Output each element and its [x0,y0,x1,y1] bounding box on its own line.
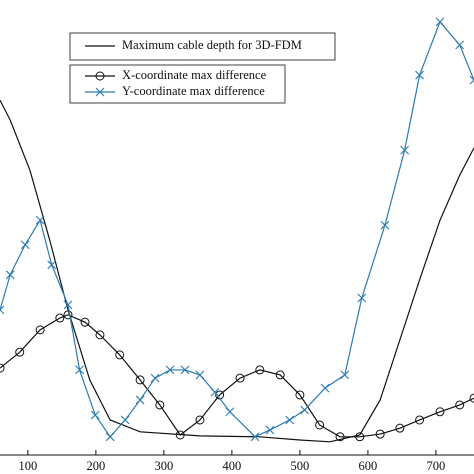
marker [469,393,474,403]
marker [235,373,245,383]
legend-label: X-coordinate max difference [122,68,267,82]
marker [415,415,425,425]
x-tick-label: 100 [19,459,38,473]
x-tick-label: 300 [155,459,174,473]
marker [295,390,305,400]
marker [375,429,385,439]
marker [400,145,410,155]
marker [75,365,84,375]
marker [315,420,325,430]
marker [0,305,5,315]
marker [380,220,390,230]
marker [95,71,105,81]
marker [155,400,165,410]
marker [455,400,465,410]
marker [210,387,220,397]
legend-label: Y-coordinate max difference [122,84,265,98]
x-tick-label: 500 [291,459,310,473]
line [0,20,474,438]
marker [285,415,295,425]
marker [225,407,235,417]
marker [320,383,330,393]
marker [135,375,145,385]
marker [47,260,57,270]
marker [355,432,365,442]
legend: Maximum cable depth for 3D-FDM X-coordina… [85,38,302,98]
marker [20,240,30,250]
marker [80,317,90,327]
marker [180,365,190,375]
marker [265,425,275,435]
legend-label: Maximum cable depth for 3D-FDM [122,38,302,52]
marker [120,415,130,425]
marker [415,70,424,80]
marker [115,350,125,360]
marker [335,432,345,442]
marker [35,325,45,335]
marker [63,310,73,320]
marker [455,40,465,50]
marker [55,313,65,323]
marker [357,293,367,303]
marker [300,405,310,415]
marker [340,370,350,380]
marker [469,75,474,85]
marker [150,373,160,383]
x-tick-label: 200 [87,459,106,473]
marker [435,17,445,27]
marker [63,300,73,310]
marker [435,407,445,417]
marker [5,270,15,280]
x-tick-label: 700 [427,459,446,473]
marker [15,347,25,357]
marker [135,395,145,405]
marker [35,215,45,225]
marker [95,87,105,97]
marker [0,363,5,373]
marker [95,330,105,340]
marker [90,410,100,420]
marker [395,423,405,433]
marker [165,365,175,375]
plot-area [0,17,474,443]
marker [105,432,115,442]
line [0,99,474,443]
marker [195,370,205,380]
marker [195,415,205,425]
marker [175,430,185,440]
legend-box [69,64,286,104]
marker [275,370,285,380]
marker [255,365,265,375]
marker [250,432,260,442]
x-tick-label: 400 [223,459,242,473]
x-tick-label: 600 [359,459,378,473]
line [0,314,474,438]
